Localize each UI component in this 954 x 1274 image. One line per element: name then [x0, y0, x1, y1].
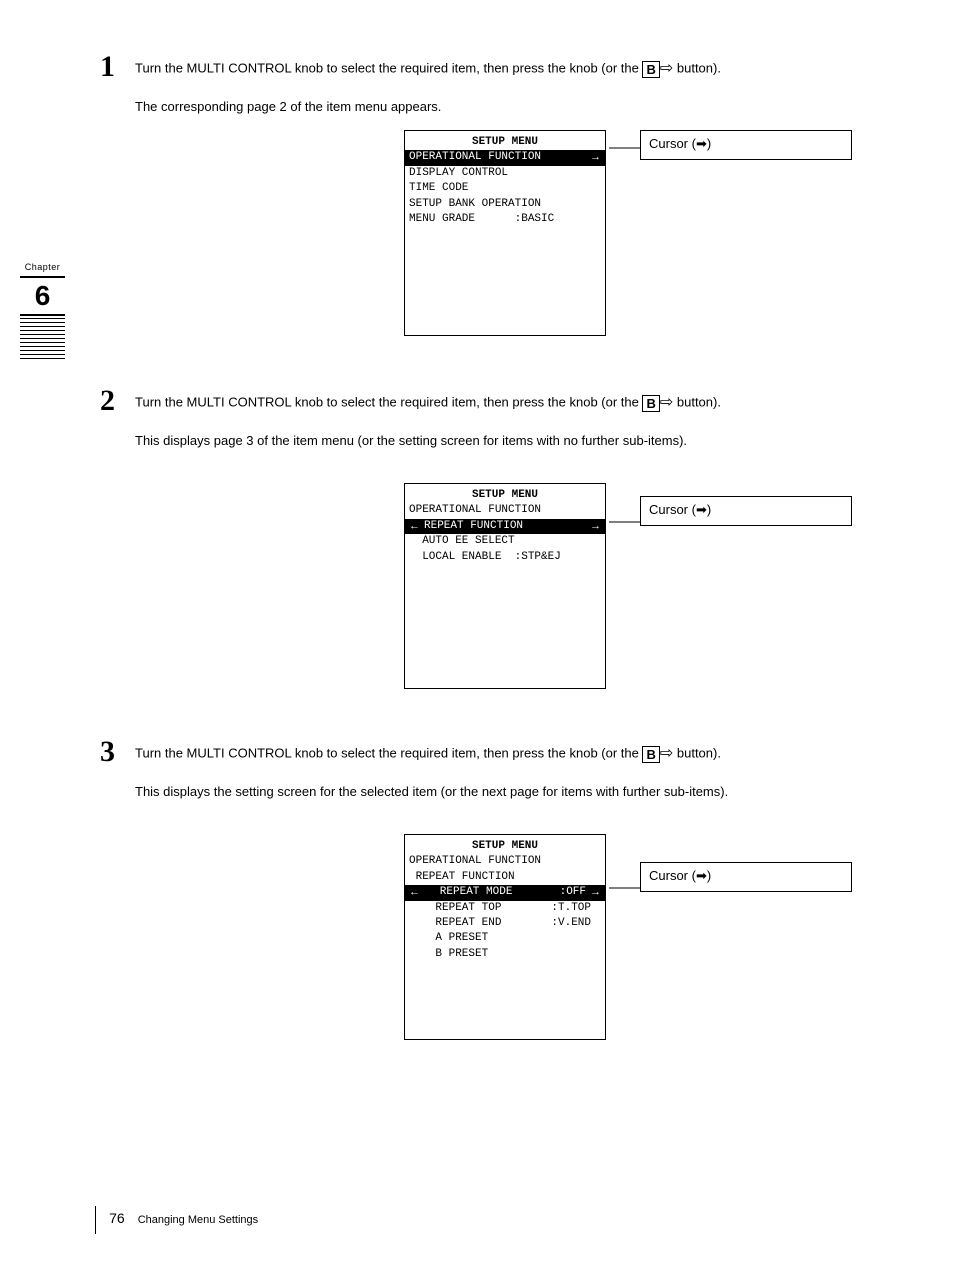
step-number-1: 1 [100, 50, 115, 84]
screen2-row: LOCAL ENABLE :STP&EJ [405, 550, 605, 565]
caption-1-text: Cursor (➡) [641, 131, 851, 157]
screen-3: SETUP MENU OPERATIONAL FUNCTION REPEAT F… [404, 834, 606, 1040]
b-button-icon: B [642, 61, 659, 78]
leader-line [609, 883, 641, 893]
screen3-row: A PRESET [405, 931, 605, 946]
screen3-row: REPEAT END:V.END [405, 916, 605, 931]
step2-text: Turn the MULTI CONTROL knob to select th… [135, 392, 895, 414]
screen1-row: TIME CODE [405, 181, 605, 196]
step3-text: Turn the MULTI CONTROL knob to select th… [135, 743, 895, 765]
page-number: 76 [109, 1210, 125, 1226]
b-button-icon: B [642, 746, 659, 763]
right-double-arrow-icon: ⇨ [660, 58, 673, 80]
caption-box-2: Cursor (➡) [640, 496, 852, 526]
b-button-icon: B [642, 395, 659, 412]
caption-3-text: Cursor (➡) [641, 863, 851, 889]
screen-1: SETUP MENU OPERATIONAL FUNCTION→ DISPLAY… [404, 130, 606, 336]
screen2-row-hl: ←REPEAT FUNCTION→ [405, 519, 605, 534]
step-number-2: 2 [100, 384, 115, 418]
screen1-row: SETUP BANK OPERATION [405, 197, 605, 212]
screen1-title: SETUP MENU [405, 135, 605, 150]
step1-text: Turn the MULTI CONTROL knob to select th… [135, 58, 895, 80]
caption-box-3: Cursor (➡) [640, 862, 852, 892]
screen3-row: REPEAT TOP:T.TOP [405, 901, 605, 916]
screen3-title: SETUP MENU [405, 839, 605, 854]
step-number-3: 3 [100, 735, 115, 769]
leader-line [609, 517, 641, 527]
footer-text: Changing Menu Settings [138, 1214, 258, 1226]
screen-2: SETUP MENU OPERATIONAL FUNCTION ←REPEAT … [404, 483, 606, 689]
step2-subtext: This displays page 3 of the item menu (o… [135, 432, 865, 450]
page-footer: 76 Changing Menu Settings [95, 1206, 258, 1234]
screen1-row: DISPLAY CONTROL [405, 166, 605, 181]
right-double-arrow-icon: ⇨ [660, 743, 673, 765]
screen2-title: SETUP MENU [405, 488, 605, 503]
screen1-row: MENU GRADE :BASIC [405, 212, 605, 227]
right-double-arrow-icon: ⇨ [660, 392, 673, 414]
screen3-row: B PRESET [405, 947, 605, 962]
step1-subtext: The corresponding page 2 of the item men… [135, 98, 441, 116]
leader-line [609, 143, 641, 153]
caption-2-text: Cursor (➡) [641, 497, 851, 523]
screen3-crumb2: REPEAT FUNCTION [405, 870, 605, 885]
screen2-row: AUTO EE SELECT [405, 534, 605, 549]
step3-subtext: This displays the setting screen for the… [135, 783, 865, 801]
screen2-crumb: OPERATIONAL FUNCTION [405, 503, 605, 518]
side-vertical-text: Chapter 6 Settings in the Setup Menu Sys… [32, 0, 44, 360]
screen1-row-hl: OPERATIONAL FUNCTION→ [405, 150, 605, 165]
caption-box-1: Cursor (➡) [640, 130, 852, 160]
screen3-crumb1: OPERATIONAL FUNCTION [405, 854, 605, 869]
screen3-row-hl: ← REPEAT MODE:OFF→ [405, 885, 605, 900]
